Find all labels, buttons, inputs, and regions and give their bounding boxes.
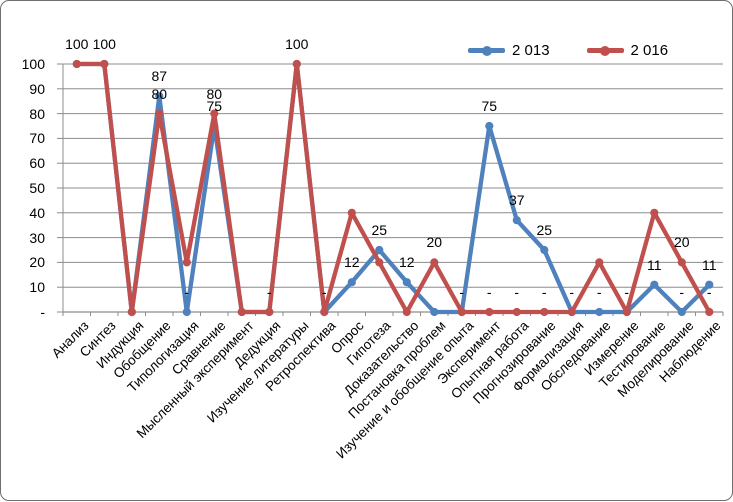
data-label: - bbox=[624, 284, 630, 300]
series-line-2016 bbox=[74, 61, 712, 315]
chart-legend: 2 013 2 016 bbox=[468, 42, 668, 59]
y-tick-label: 20 bbox=[29, 254, 45, 271]
legend-label-2016: 2 016 bbox=[630, 42, 669, 59]
data-label: - bbox=[321, 284, 327, 300]
series-point-marker bbox=[540, 245, 549, 255]
data-label: 12 bbox=[343, 254, 360, 271]
series-point-marker bbox=[127, 307, 136, 317]
series-point-marker bbox=[155, 109, 164, 118]
y-tick-label: 50 bbox=[29, 180, 45, 196]
series-point-marker bbox=[677, 258, 686, 267]
data-label: - bbox=[514, 284, 520, 300]
y-tick-label: 30 bbox=[29, 229, 45, 246]
series-point-marker bbox=[430, 307, 439, 317]
series-point-marker bbox=[237, 307, 246, 317]
legend-line-marker-2016-icon bbox=[586, 45, 624, 56]
series-point-marker bbox=[402, 278, 411, 287]
data-label: - bbox=[679, 284, 685, 300]
series-point-marker bbox=[512, 307, 521, 317]
series-point-marker bbox=[320, 307, 329, 317]
data-label: 100 bbox=[92, 36, 116, 52]
series-point-marker bbox=[650, 208, 659, 217]
series-point-marker bbox=[375, 258, 384, 267]
data-label: 100 bbox=[65, 36, 89, 52]
series-point-marker bbox=[622, 307, 631, 317]
data-label: - bbox=[266, 284, 272, 300]
y-tick-label: 40 bbox=[29, 204, 45, 221]
series-point-marker bbox=[567, 307, 576, 317]
data-label: 87 bbox=[151, 68, 168, 85]
series-point-marker bbox=[457, 307, 466, 317]
series-point-marker bbox=[430, 258, 439, 267]
series-point-marker bbox=[540, 307, 549, 317]
series-point-marker bbox=[485, 307, 494, 317]
data-label: 11 bbox=[646, 256, 662, 273]
data-label: 80 bbox=[206, 85, 223, 102]
series-point-marker bbox=[512, 216, 521, 225]
legend-item-2013: 2 013 bbox=[468, 42, 550, 59]
series-point-marker bbox=[182, 307, 191, 317]
series-point-marker bbox=[705, 307, 714, 317]
series-point-marker bbox=[292, 59, 301, 69]
series-point-marker bbox=[210, 109, 219, 118]
series-line-2013 bbox=[74, 61, 712, 315]
data-label: 75 bbox=[206, 98, 223, 114]
y-tick-label: 100 bbox=[21, 56, 45, 72]
data-label: - bbox=[486, 284, 492, 300]
data-label: - bbox=[596, 284, 602, 300]
series-point-marker bbox=[485, 121, 494, 131]
data-label: - bbox=[541, 284, 547, 300]
series-point-marker bbox=[705, 280, 714, 289]
series-point-marker bbox=[265, 307, 274, 317]
series-point-marker bbox=[347, 208, 356, 217]
series-point-marker bbox=[595, 258, 604, 267]
data-label: 37 bbox=[508, 192, 525, 209]
data-label: 100 bbox=[285, 36, 309, 52]
data-label: 20 bbox=[426, 234, 443, 251]
data-label: 25 bbox=[536, 222, 553, 238]
series-point-marker bbox=[595, 307, 604, 317]
series-point-marker bbox=[677, 307, 686, 317]
y-tick-label: 60 bbox=[29, 155, 45, 172]
legend-label-2013: 2 013 bbox=[512, 42, 550, 59]
data-label: 80 bbox=[151, 85, 168, 102]
legend-line-marker-2013-icon bbox=[468, 45, 505, 56]
series-point-marker bbox=[650, 280, 659, 289]
data-label: 20 bbox=[673, 234, 690, 251]
data-label: 25 bbox=[371, 222, 388, 238]
data-label: 75 bbox=[481, 98, 498, 114]
series-point-marker bbox=[375, 245, 384, 255]
data-label: 12 bbox=[398, 254, 415, 271]
series-point-marker bbox=[402, 307, 411, 317]
series-point-marker bbox=[182, 258, 191, 267]
data-label: - bbox=[706, 284, 712, 300]
data-label: - bbox=[569, 284, 575, 300]
series-point-marker bbox=[347, 278, 356, 287]
y-tick-label: 90 bbox=[29, 80, 45, 97]
legend-item-2016: 2 016 bbox=[586, 42, 669, 59]
y-tick-label: 70 bbox=[29, 130, 45, 147]
data-label: - bbox=[459, 284, 465, 300]
series-point-marker bbox=[100, 59, 109, 69]
y-tick-label: 10 bbox=[29, 279, 45, 296]
series-point-marker bbox=[72, 59, 81, 69]
y-tick-label: 80 bbox=[29, 105, 45, 122]
y-tick-label: - bbox=[40, 304, 45, 320]
data-label: 11 bbox=[701, 256, 717, 273]
series-point-marker bbox=[155, 92, 164, 101]
data-label: - bbox=[184, 284, 190, 300]
